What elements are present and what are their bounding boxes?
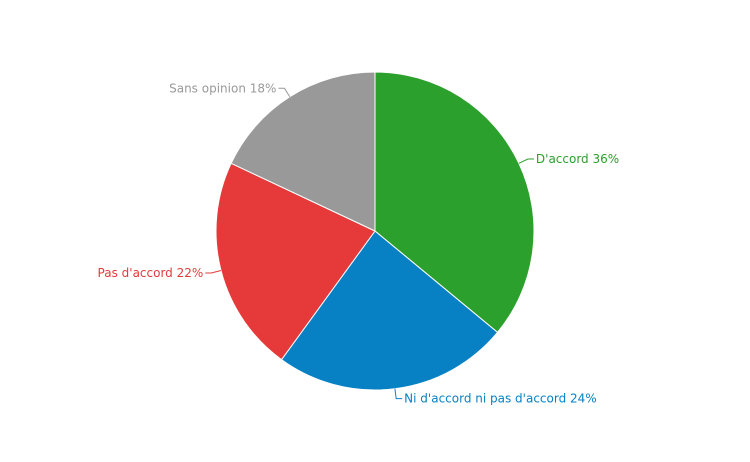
leader-line bbox=[205, 270, 222, 274]
slice-label: D'accord 36% bbox=[536, 152, 619, 166]
slice-label: Pas d'accord 22% bbox=[98, 266, 204, 280]
slice-percent: 24% bbox=[570, 391, 597, 405]
pie-slice bbox=[374, 71, 535, 334]
leader-line bbox=[394, 388, 403, 400]
slice-percent: 18% bbox=[250, 81, 277, 95]
slice-name: Ni d'accord ni pas d'accord bbox=[404, 391, 566, 405]
slice-label: Ni d'accord ni pas d'accord 24% bbox=[404, 391, 597, 405]
leader-line bbox=[518, 158, 534, 164]
slice-name: Pas d'accord bbox=[98, 266, 173, 280]
pie-slice bbox=[280, 230, 499, 391]
slice-name: Sans opinion bbox=[169, 81, 246, 95]
slice-name: D'accord bbox=[536, 152, 589, 166]
slice-percent: 22% bbox=[177, 266, 204, 280]
leader-line bbox=[278, 87, 291, 98]
slice-label: Sans opinion 18% bbox=[169, 81, 276, 95]
slice-percent: 36% bbox=[593, 152, 620, 166]
